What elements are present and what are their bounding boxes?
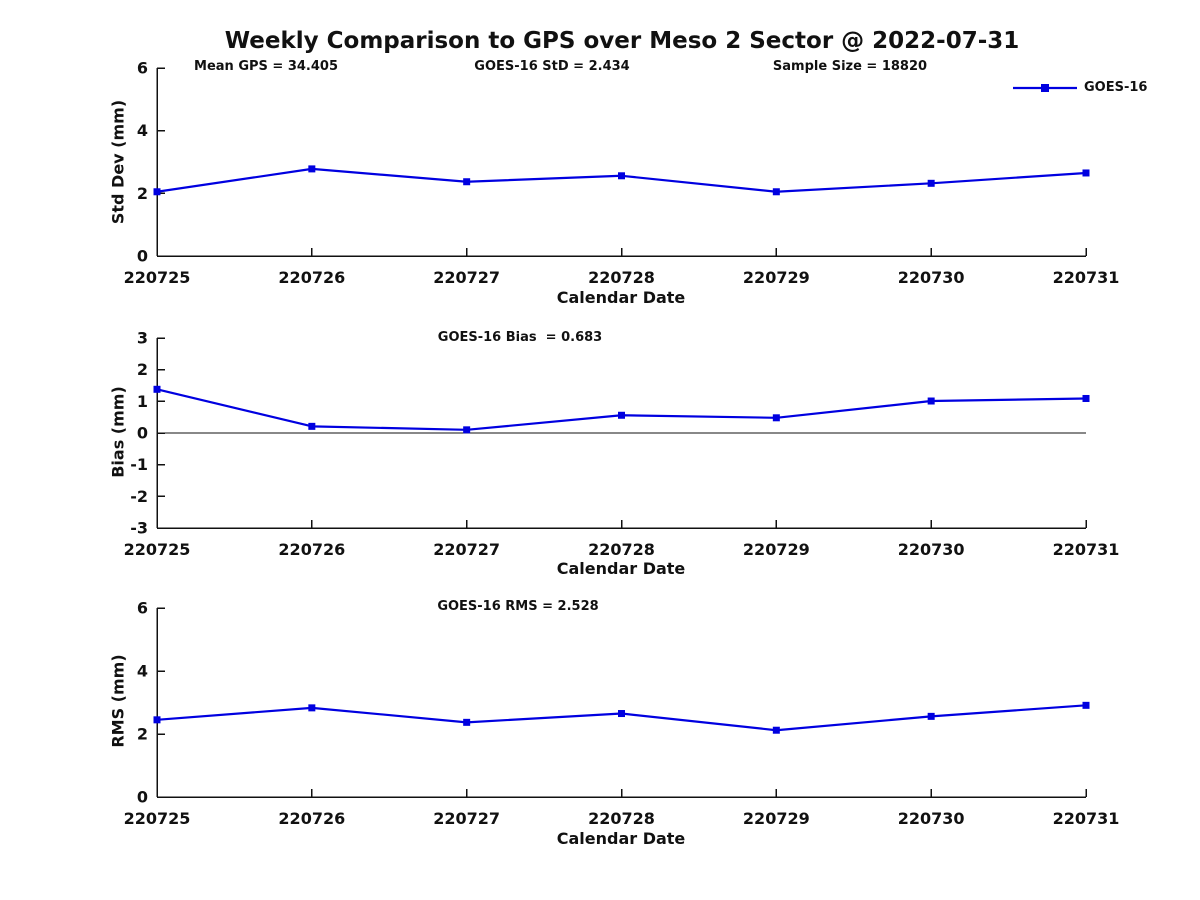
x-tick-label: 220727 <box>433 268 500 287</box>
y-tick-label: -2 <box>130 487 148 506</box>
x-tick-label: 220729 <box>743 540 810 559</box>
x-tick-label: 220729 <box>743 268 810 287</box>
data-point-marker <box>927 712 935 720</box>
x-tick-label: 220727 <box>433 540 500 559</box>
data-point-marker <box>772 414 780 422</box>
data-line <box>156 704 1087 732</box>
x-tick-label: 220731 <box>1053 268 1120 287</box>
data-point-marker <box>308 422 316 430</box>
xlabel-calendar-date-3: Calendar Date <box>556 829 686 848</box>
y-tick-label: 0 <box>137 247 148 266</box>
data-point-marker <box>927 397 935 405</box>
annotation-mean-gps: Mean GPS = 34.405 <box>194 59 338 74</box>
data-point-marker <box>153 385 161 393</box>
xlabel-calendar-date-1: Calendar Date <box>556 288 686 307</box>
data-line <box>156 388 1087 431</box>
y-tick-label: 6 <box>137 59 148 78</box>
y-tick-label: 6 <box>137 599 148 618</box>
data-point-marker <box>772 726 780 734</box>
annotation-goes16-std: GOES-16 StD = 2.434 <box>474 59 630 74</box>
y-tick-label: 0 <box>137 788 148 807</box>
x-tick-label: 220726 <box>278 540 345 559</box>
y-tick-label: 4 <box>137 662 148 681</box>
data-point-marker <box>618 172 625 180</box>
x-tick-label: 220726 <box>278 268 345 287</box>
data-point-marker <box>618 710 625 718</box>
y-tick-label: 2 <box>137 725 148 744</box>
data-point-marker <box>463 178 471 186</box>
data-point-marker <box>153 716 161 724</box>
annotation-sample-size: Sample Size = 18820 <box>772 59 928 74</box>
y-tick-label: 1 <box>137 392 148 411</box>
x-tick-label: 220731 <box>1053 540 1120 559</box>
x-tick-label: 220728 <box>588 268 655 287</box>
data-point-marker <box>308 704 316 712</box>
data-point-marker <box>618 411 625 419</box>
y-tick-label: 0 <box>137 424 148 443</box>
annotation-goes16-rms: GOES-16 RMS = 2.528 <box>437 599 599 614</box>
x-tick-label: 220727 <box>433 809 500 828</box>
x-tick-label: 220725 <box>124 540 191 559</box>
data-point-marker <box>772 188 780 196</box>
data-point-marker <box>463 718 471 726</box>
x-tick-label: 220728 <box>588 809 655 828</box>
data-point-marker <box>463 426 471 434</box>
annotation-goes16-bias: GOES-16 Bias = 0.683 <box>437 330 603 345</box>
chart-title: Weekly Comparison to GPS over Meso 2 Sec… <box>224 28 1020 54</box>
y-tick-label: 3 <box>137 329 148 348</box>
data-point-marker <box>927 179 935 187</box>
legend: GOES-16 <box>1013 80 1147 95</box>
y-tick-label: 4 <box>137 121 148 140</box>
data-point-marker <box>1082 701 1090 709</box>
data-point-marker <box>1082 169 1090 177</box>
data-point-marker <box>1082 394 1090 402</box>
legend-label: GOES-16 <box>1084 80 1148 95</box>
data-point-marker <box>308 165 316 173</box>
x-tick-label: 220726 <box>278 809 345 828</box>
x-tick-label: 220731 <box>1053 809 1120 828</box>
data-point-marker <box>153 188 161 196</box>
x-tick-label: 220730 <box>898 809 965 828</box>
x-tick-label: 220730 <box>898 540 965 559</box>
x-tick-label: 220725 <box>124 268 191 287</box>
x-tick-label: 220730 <box>898 268 965 287</box>
y-tick-label: 2 <box>137 184 148 203</box>
legend-line-marker-icon <box>1013 83 1077 92</box>
y-tick-label: -3 <box>130 519 148 538</box>
x-tick-label: 220725 <box>124 809 191 828</box>
y-tick-label: 2 <box>137 360 148 379</box>
x-tick-label: 220729 <box>743 809 810 828</box>
x-tick-label: 220728 <box>588 540 655 559</box>
xlabel-calendar-date-2: Calendar Date <box>556 559 686 578</box>
y-tick-label: -1 <box>130 455 148 474</box>
